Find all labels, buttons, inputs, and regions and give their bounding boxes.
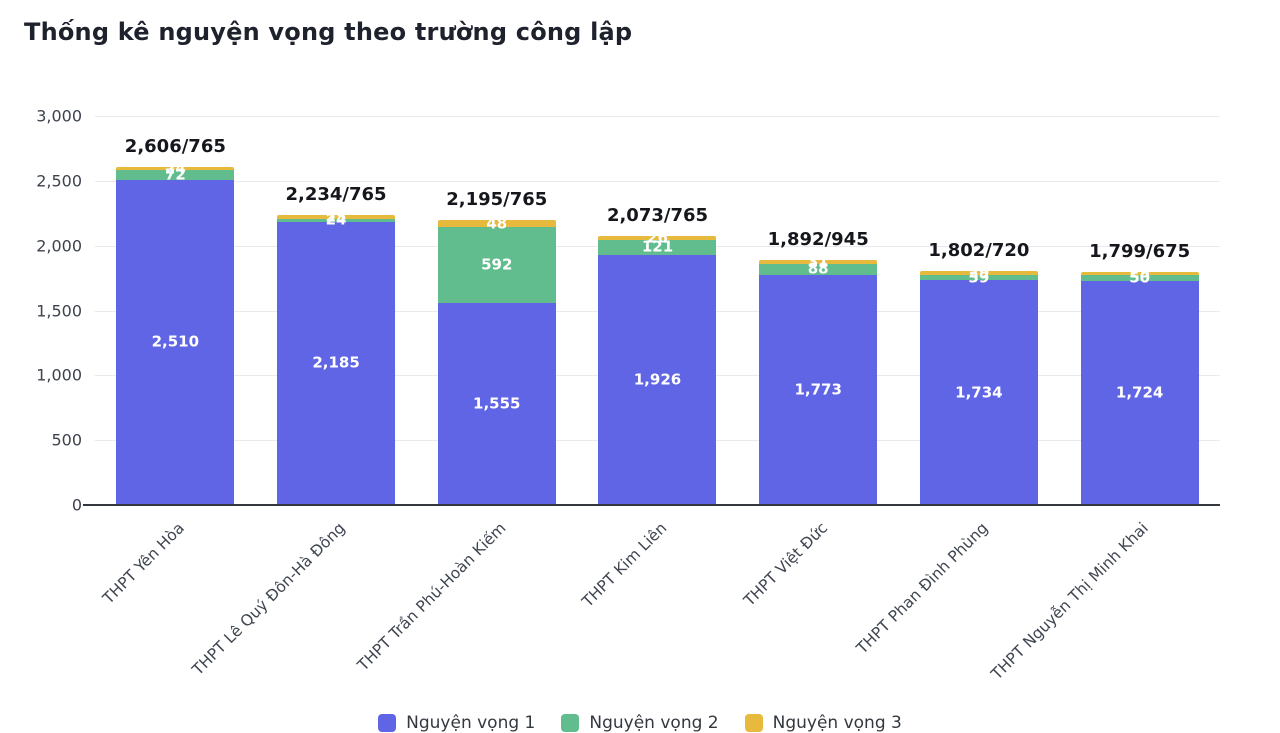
bar-total-label: 1,892/945: [767, 228, 869, 250]
bar-group: 1,802/720 THPT Phan Đình Phùng 1,734 39 29: [853, 116, 1060, 657]
x-axis-label: THPT Kim Liên: [578, 519, 671, 611]
y-tick-label: 1,500: [36, 301, 82, 320]
stacked-bar: 1,734 39 29: [919, 265, 1038, 505]
bar-segment-nv3[interactable]: [919, 271, 1038, 276]
bar-segment-nv2[interactable]: [116, 170, 235, 180]
bar-segment-nv1[interactable]: [919, 280, 1038, 505]
x-axis-label: THPT Lê Quý Đôn-Hà Đông: [189, 519, 349, 679]
bar-segment-nv1[interactable]: [759, 275, 878, 505]
bar-group: 1,892/945 THPT Việt Đức 1,773 88 31: [738, 116, 899, 610]
stacked-bar: 1,926 121 26: [598, 230, 717, 505]
stacked-bar: 2,510 72 24: [116, 161, 235, 505]
legend-swatch-nv2: [561, 714, 580, 732]
bar-segment-nv3[interactable]: [759, 259, 878, 264]
bar-total-label: 2,073/765: [606, 205, 709, 227]
chart-plot-area: 0 500 1,000 1,500 2,000 2,500 3,000 2,606/765 TH…: [36, 107, 1220, 683]
bar-group: 1,799/675 THPT Nguyễn Thị Minh Khai 1,724 5…: [988, 116, 1220, 683]
x-axis-label: THPT Việt Đức: [740, 519, 831, 610]
bar-segment-nv1[interactable]: [116, 179, 235, 505]
chart-legend: Nguyện vọng 1 Nguyện vọng 2 Nguyện vọng 3: [0, 713, 1280, 733]
y-tick-label: 2,500: [36, 171, 82, 191]
gridline: [95, 116, 1220, 117]
y-tick-label: 2,000: [36, 236, 82, 256]
stacked-bar: 2,185 24 25: [277, 209, 396, 505]
y-tick-label: 500: [51, 430, 82, 450]
bar-group: 2,195/765 THPT Trần Phú-Hoàn Kiếm 1,555 592…: [354, 116, 577, 674]
y-tick-label: 0: [71, 495, 82, 515]
x-axis-line: [83, 504, 1220, 506]
legend-label: Nguyện vọng 1: [406, 713, 536, 733]
stacked-bar: 1,555 592 48: [437, 216, 556, 505]
bar-segment-nv3[interactable]: [277, 215, 396, 219]
legend-item-nv1[interactable]: Nguyện vọng 1: [378, 713, 535, 733]
bar-segment-nv3[interactable]: [116, 167, 235, 171]
bar-segment-nv2[interactable]: [1080, 275, 1199, 282]
x-axis-label: THPT Trần Phú-Hoàn Kiếm: [354, 519, 510, 675]
bar-total-label: 1,799/675: [1089, 240, 1191, 262]
legend-label: Nguyện vọng 3: [772, 713, 902, 733]
bar-segment-nv1[interactable]: [1080, 281, 1199, 505]
bar-segment-nv2[interactable]: [759, 263, 878, 276]
bar-segment-nv2[interactable]: [437, 226, 556, 304]
bar-segment-nv1[interactable]: [598, 255, 717, 505]
bar-segment-nv3[interactable]: [437, 220, 556, 227]
bar-segment-nv3[interactable]: [598, 236, 717, 240]
bar-total-label: 1,802/720: [928, 240, 1030, 262]
bar-total-label: 2,606/765: [124, 136, 226, 158]
bar-total-label: 2,195/765: [446, 189, 548, 211]
x-axis-label: THPT Nguyễn Thị Minh Khai: [988, 519, 1153, 684]
x-axis-label: THPT Yên Hòa: [99, 519, 189, 608]
legend-swatch-nv1: [378, 714, 397, 732]
stacked-bar: 1,773 88 31: [759, 254, 878, 505]
bar-group: 2,606/765 THPT Yên Hòa 2,510 72 24: [95, 116, 256, 608]
x-axis-label: THPT Phan Đình Phùng: [853, 519, 992, 658]
bar-segment-nv2[interactable]: [598, 239, 717, 256]
gridline: [95, 180, 1220, 182]
y-tick-label: 1,000: [36, 365, 82, 385]
y-tick-label: 3,000: [36, 106, 82, 126]
bar-segment-nv1[interactable]: [437, 303, 556, 505]
legend-item-nv3[interactable]: Nguyện vọng 3: [744, 713, 902, 733]
legend-item-nv2[interactable]: Nguyện vọng 2: [561, 713, 719, 733]
bar-segment-nv2[interactable]: [919, 275, 1038, 281]
stacked-bar: 1,724 50 25: [1080, 265, 1199, 505]
bar-segment-nv1[interactable]: [277, 221, 396, 505]
bar-segment-nv2[interactable]: [277, 218, 396, 222]
bar-group: 2,234/765 THPT Lê Quý Đôn-Hà Đông 2,185 24 2…: [189, 116, 417, 679]
legend-swatch-nv3: [744, 714, 763, 732]
bar-total-label: 2,234/765: [285, 184, 387, 206]
bar-group: 2,073/765 THPT Kim Liên 1,926 121 26: [577, 116, 738, 611]
legend-label: Nguyện vọng 2: [589, 713, 719, 733]
bar-segment-nv3[interactable]: [1080, 271, 1199, 275]
page-title: Thống kê nguyện vọng theo trường công lậ…: [24, 18, 633, 46]
